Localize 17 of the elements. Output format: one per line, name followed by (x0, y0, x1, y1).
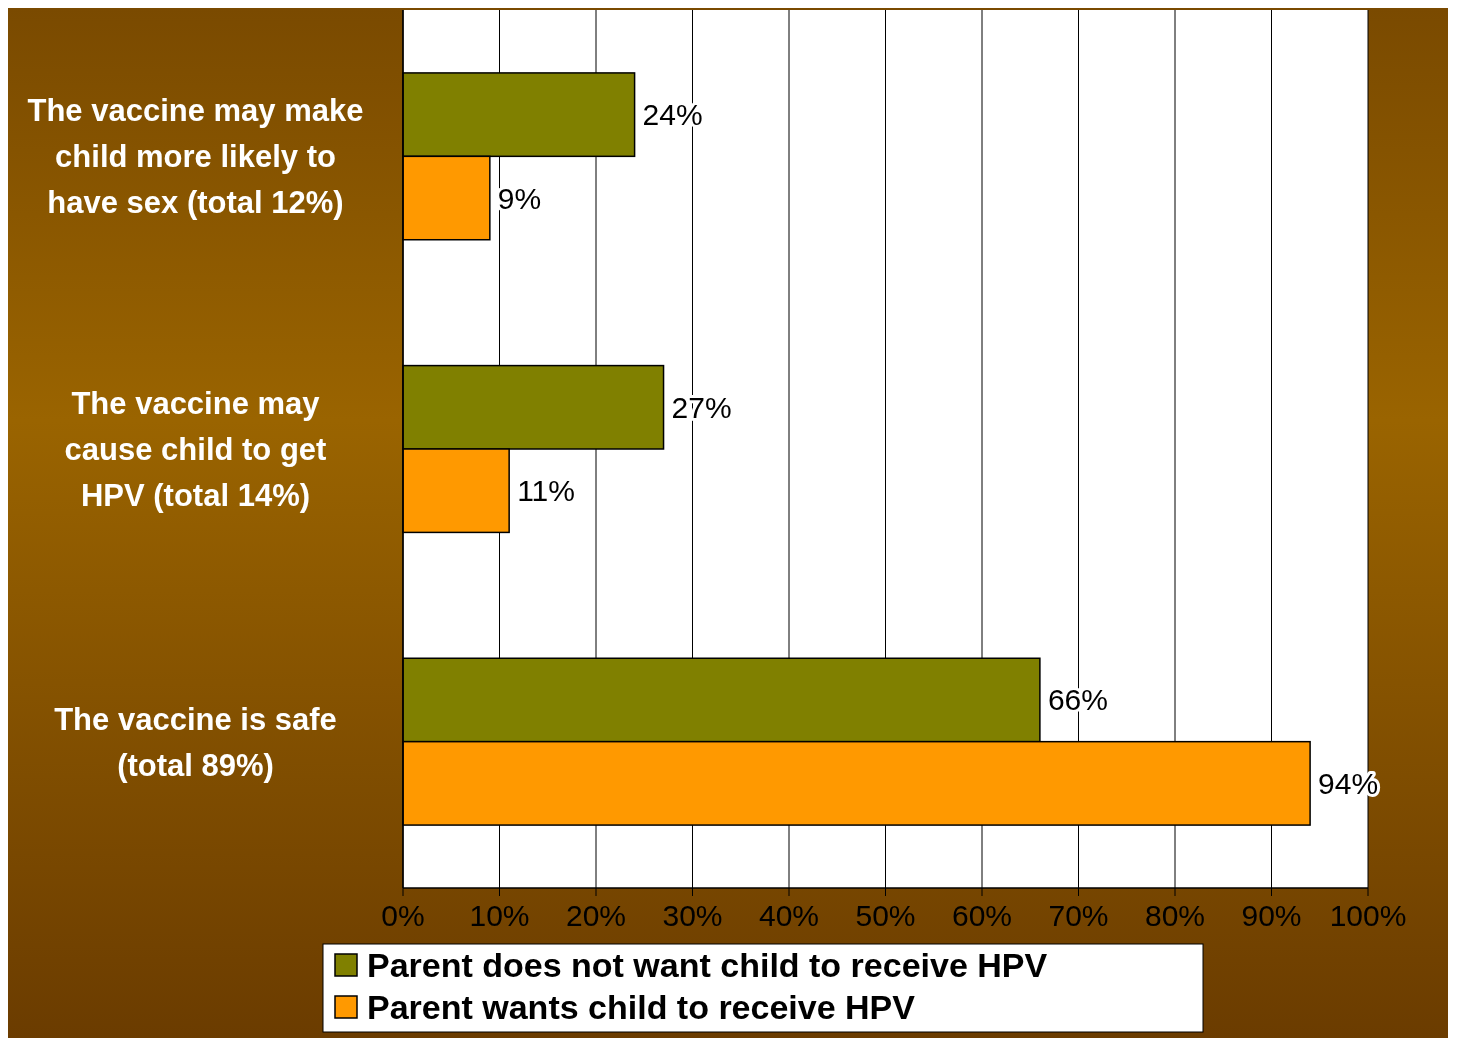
x-tick-label: 20% (565, 899, 627, 932)
x-tick-label: 100% (1329, 899, 1407, 932)
x-tick-label: 40% (758, 899, 820, 932)
x-tick-label: 50% (855, 899, 916, 932)
x-tick-label: 60% (951, 899, 1013, 932)
x-tick-label: 0% (381, 899, 425, 932)
x-tick-label: 80% (1144, 899, 1206, 932)
y-tick-label: The vaccine may make child more likely to have sex (total 12%) (27, 92, 364, 220)
legend-label: Parent does not want child to receive HPV (367, 946, 1048, 984)
x-tick-label: 70% (1048, 899, 1109, 932)
data-label: 11% (517, 474, 575, 508)
x-tick-label: 10% (469, 899, 530, 932)
y-tick-label: The vaccine may cause child to get HPV (total 14%) (64, 385, 327, 513)
y-tick-label: The vaccine is safe (total 89%) (54, 701, 337, 783)
legend-label: Parent wants child to receive HPV (367, 988, 916, 1026)
x-tick-label: 30% (662, 899, 723, 932)
x-tick-label: 90% (1241, 899, 1302, 932)
